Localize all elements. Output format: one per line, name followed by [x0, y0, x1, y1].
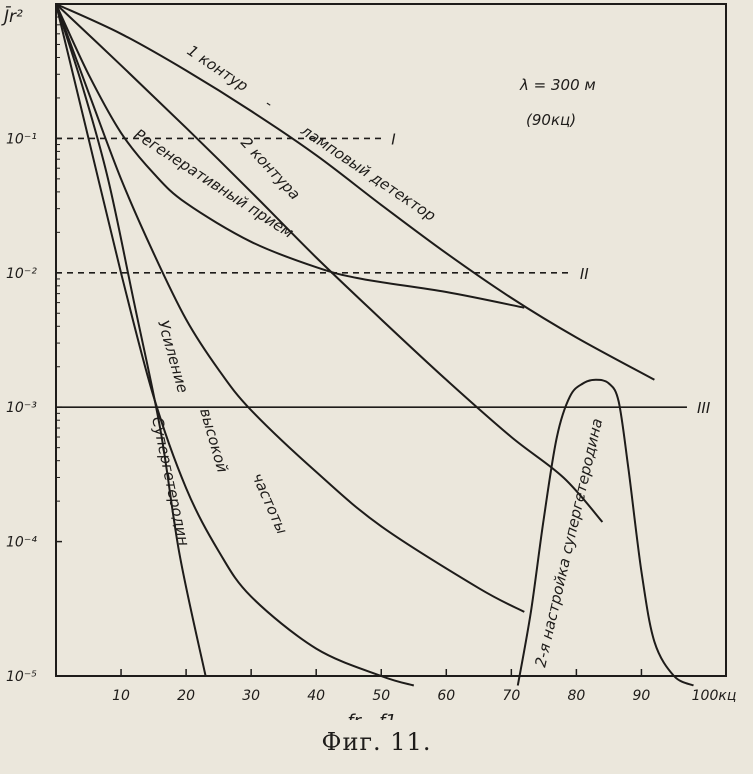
- series-curve: [55, 3, 655, 381]
- axes: 10 20 30 40 50 60 70 80 90 100кц fr - f1 J̄r² 10⁻¹ 10…: [1, 5, 736, 720]
- series-curve: [55, 3, 525, 309]
- series-curve: [55, 3, 415, 687]
- curve-label-hf-amp-3: частоты: [248, 470, 291, 537]
- curve-label-dash: -: [262, 94, 277, 112]
- series-curve: [55, 3, 604, 523]
- annotation-wavelength: λ = 300 м: [519, 76, 596, 94]
- y-tick-label: 10⁻⁵: [6, 669, 37, 685]
- lambda-annotation: λ = 300 м (90кц): [519, 76, 596, 129]
- x-tick-label: 70: [502, 688, 520, 704]
- curve-label-hf-amp-1: Усиление: [154, 318, 192, 395]
- annotation-frequency: (90кц): [526, 111, 576, 129]
- reference-line-label: I: [391, 130, 396, 148]
- curve-label-superhet: Супергетеродин: [148, 415, 193, 548]
- curve-label-superhet-second: 2-я настройка супергетеродина: [531, 417, 606, 669]
- series-curve: [516, 378, 694, 687]
- curve-label-lamp-detector: ламповый детектор: [297, 121, 439, 225]
- x-axis-label: fr - f1: [347, 711, 396, 720]
- x-tick-label: 30: [242, 688, 260, 704]
- y-tick-label: 10⁻¹: [6, 131, 37, 147]
- series-curve: [55, 3, 525, 613]
- chart-figure: 10 20 30 40 50 60 70 80 90 100кц fr - f1 J̄r² 10⁻¹ 10…: [1, 3, 736, 720]
- curve-labels: 1 контур - ламповый детектор 2 контура Р…: [131, 41, 606, 669]
- x-tick-label: 90: [633, 688, 651, 704]
- y-tick-label: 10⁻²: [6, 266, 37, 282]
- x-tick-label: 10: [112, 688, 130, 704]
- series-curve: [55, 3, 207, 677]
- figure-caption: Фиг. 11.: [321, 728, 432, 756]
- y-tick-label: 10⁻⁴: [6, 535, 37, 551]
- curve-label-2-contours: 2 контура: [237, 133, 304, 203]
- curve-label-hf-amp-2: высокой: [196, 406, 232, 475]
- curve-label-regenerative: Регенеративный прием: [131, 125, 297, 242]
- y-tick-label: 10⁻³: [6, 400, 37, 416]
- x-tick-label: 60: [437, 688, 455, 704]
- x-tick-label: 50: [372, 688, 390, 704]
- plot-frame: [55, 3, 727, 677]
- x-unit-label: 100кц: [692, 688, 737, 704]
- y-axis-label: J̄r²: [1, 5, 23, 27]
- reference-line-label: II: [580, 265, 589, 283]
- x-tick-label: 80: [567, 688, 585, 704]
- x-tick-label: 20: [177, 688, 195, 704]
- reference-line-label: III: [697, 399, 711, 417]
- x-tick-label: 40: [307, 688, 325, 704]
- curves: [55, 3, 694, 687]
- curve-label-1-contour: 1 контур: [184, 41, 252, 95]
